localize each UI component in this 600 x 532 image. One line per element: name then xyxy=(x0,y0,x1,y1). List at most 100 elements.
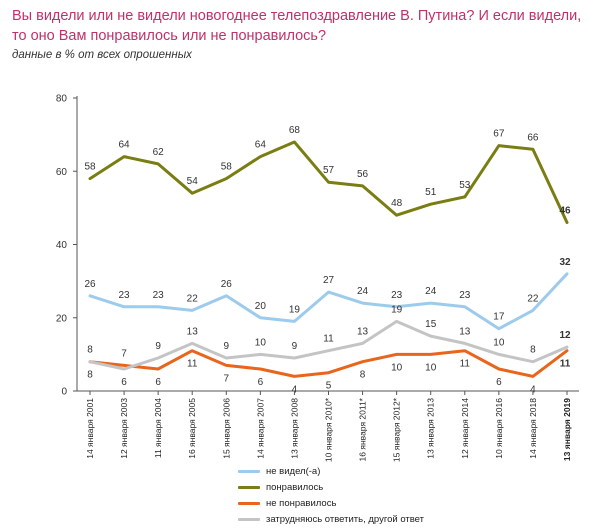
data-label: 11 xyxy=(560,359,571,370)
x-tick-label: 14 января 2007 xyxy=(255,398,265,459)
legend-label: понравилось xyxy=(266,482,324,493)
data-label: 13 xyxy=(187,326,199,337)
data-label: 12 xyxy=(559,330,571,341)
data-label: 6 xyxy=(155,377,161,388)
data-label: 22 xyxy=(187,293,199,304)
legend-item: не понравилось xyxy=(238,496,424,512)
legend-swatch xyxy=(238,502,260,505)
data-label: 11 xyxy=(460,359,471,370)
x-tick-label: 16 января 2005 xyxy=(187,398,197,459)
x-tick-label: 12 января 2003 xyxy=(119,398,129,459)
data-label: 9 xyxy=(155,341,161,352)
legend-swatch xyxy=(238,518,260,521)
x-tick-label: 11 января 2004 xyxy=(153,398,163,458)
legend-label: не видел(-а) xyxy=(266,466,321,477)
data-label: 56 xyxy=(357,169,369,180)
data-label: 8 xyxy=(87,345,93,356)
data-label: 23 xyxy=(459,290,471,301)
data-label: 58 xyxy=(221,162,233,173)
data-label: 26 xyxy=(221,279,233,290)
legend-item: понравилось xyxy=(238,480,424,496)
data-label: 22 xyxy=(527,293,539,304)
data-label: 68 xyxy=(289,125,301,136)
data-label: 8 xyxy=(360,370,366,381)
data-label: 10 xyxy=(493,337,505,348)
data-label: 62 xyxy=(153,147,165,158)
data-label: 64 xyxy=(255,140,267,151)
data-label: 8 xyxy=(87,370,93,381)
data-label: 15 xyxy=(425,319,437,330)
series-line-1 xyxy=(88,140,569,224)
data-label: 10 xyxy=(391,362,403,373)
x-tick-label: 16 января 2011* xyxy=(358,397,368,461)
data-label: 10 xyxy=(255,337,267,348)
x-tick-label: 13 января 2019 xyxy=(562,398,572,461)
data-label: 9 xyxy=(224,341,230,352)
data-label: 58 xyxy=(84,162,96,173)
data-label: 11 xyxy=(323,334,334,345)
series-line-3 xyxy=(88,319,569,371)
data-label: 48 xyxy=(391,198,403,209)
data-label: 6 xyxy=(121,377,127,388)
data-label: 20 xyxy=(255,301,267,312)
data-label: 7 xyxy=(224,373,230,384)
x-tick-label: 10 января 2010* xyxy=(324,397,334,462)
data-label: 10 xyxy=(425,362,437,373)
data-label: 24 xyxy=(357,286,369,297)
legend-swatch xyxy=(238,470,260,473)
x-tick-label: 14 января 2001 xyxy=(85,398,95,459)
series-line-0 xyxy=(88,272,569,331)
data-label: 4 xyxy=(530,384,536,395)
x-tick-label: 13 января 2008 xyxy=(289,398,299,459)
chart-title: Вы видели или не видели новогоднее телеп… xyxy=(12,8,582,44)
data-label: 4 xyxy=(292,384,298,395)
data-label: 57 xyxy=(323,165,335,176)
data-label: 53 xyxy=(459,180,471,191)
data-label: 66 xyxy=(527,132,539,143)
data-label: 5 xyxy=(326,381,332,392)
y-tick-label: 0 xyxy=(61,387,67,398)
legend-item: не видел(-а) xyxy=(238,464,424,480)
x-tick-label: 15 января 2006 xyxy=(221,398,231,459)
data-label: 6 xyxy=(496,377,502,388)
data-label: 64 xyxy=(119,140,131,151)
y-tick-label: 60 xyxy=(56,167,68,178)
data-label: 23 xyxy=(119,290,131,301)
data-label: 54 xyxy=(187,176,199,187)
legend-label: затрудняюсь ответить, другой ответ xyxy=(266,514,425,525)
data-label: 13 xyxy=(459,326,471,337)
data-label: 13 xyxy=(357,326,369,337)
data-label: 24 xyxy=(425,286,437,297)
legend-label: не понравилось xyxy=(266,498,337,509)
x-tick-label: 13 января 2013 xyxy=(426,398,436,459)
data-label: 32 xyxy=(559,257,571,268)
data-label: 19 xyxy=(391,304,403,315)
data-label: 19 xyxy=(289,304,301,315)
x-tick-label: 14 января 2018 xyxy=(528,398,538,459)
y-tick-label: 40 xyxy=(56,240,68,251)
legend-swatch xyxy=(238,486,260,489)
legend-item: затрудняюсь ответить, другой ответ xyxy=(238,512,424,528)
x-tick-label: 15 января 2012* xyxy=(392,397,402,462)
data-label: 7 xyxy=(121,348,127,359)
x-tick-label: 10 января 2016 xyxy=(494,398,504,459)
data-label: 27 xyxy=(323,275,335,286)
chart-subtitle: данные в % от всех опрошенных xyxy=(12,49,192,61)
series-line-2 xyxy=(88,349,569,378)
y-tick-label: 20 xyxy=(56,313,68,324)
data-label: 11 xyxy=(187,359,198,370)
data-label: 51 xyxy=(425,187,437,198)
chart-legend: не видел(-а) понравилось не понравилось зат… xyxy=(238,464,424,528)
data-label: 26 xyxy=(84,279,96,290)
data-label: 46 xyxy=(559,206,571,217)
data-label: 8 xyxy=(530,345,536,356)
data-label: 17 xyxy=(493,312,505,323)
data-label: 9 xyxy=(292,341,298,352)
x-tick-label: 12 января 2014 xyxy=(460,398,470,459)
data-label: 67 xyxy=(493,129,505,140)
data-label: 23 xyxy=(391,290,403,301)
data-label: 23 xyxy=(153,290,165,301)
y-tick-label: 80 xyxy=(56,94,68,105)
data-label: 6 xyxy=(258,377,264,388)
